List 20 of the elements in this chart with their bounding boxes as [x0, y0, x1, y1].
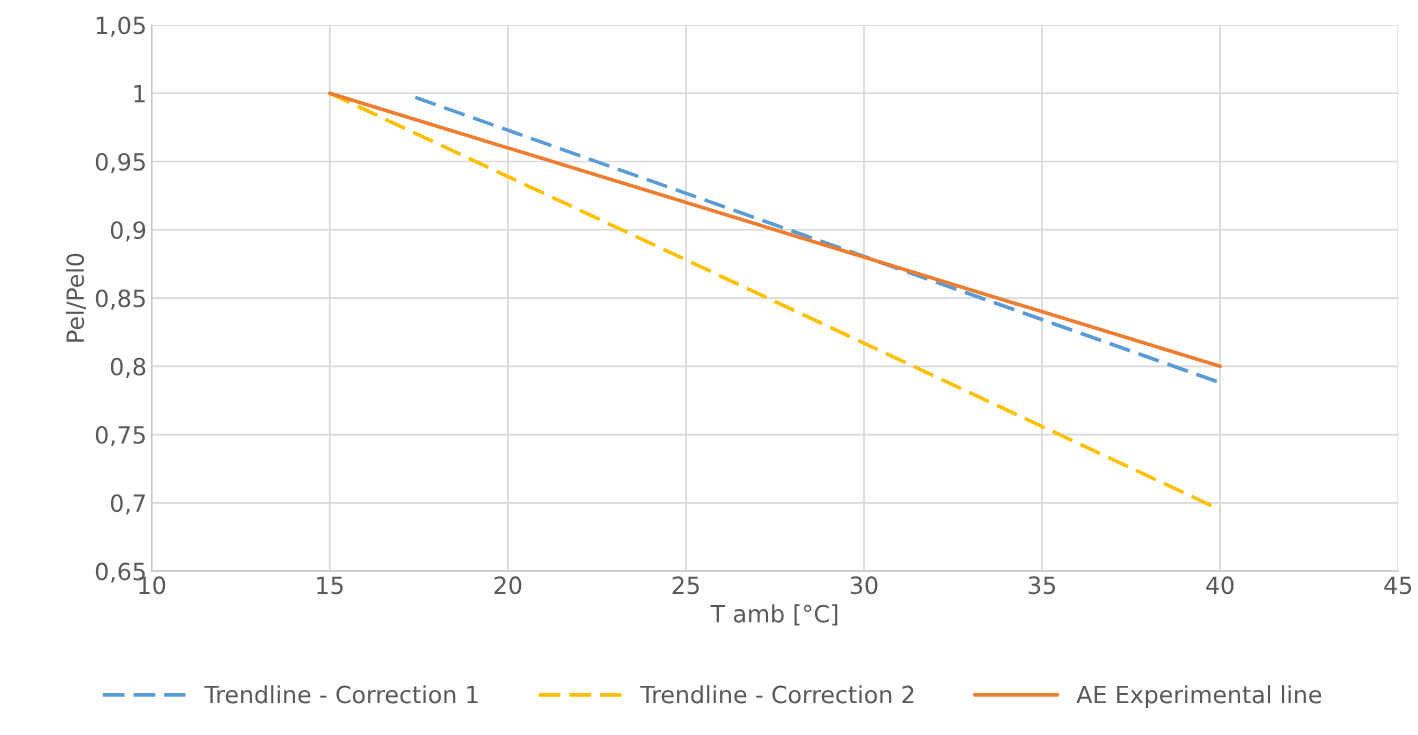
y-tick-label: 0,7 — [110, 494, 145, 515]
x-tick-label: 35 — [1028, 576, 1055, 595]
y-tick-label: 0,75 — [95, 426, 145, 447]
y-tick-label: 0,8 — [110, 357, 146, 379]
y-tick-label: 0,95 — [95, 152, 145, 174]
x-tick-label: 20 — [494, 576, 522, 595]
x-tick-label: 40 — [1206, 576, 1234, 595]
legend-label: Trendline - Correction 2 — [640, 685, 914, 704]
x-tick-label: 30 — [850, 576, 878, 595]
x-tick-label: 15 — [317, 576, 343, 595]
y-tick-label: 1,05 — [96, 16, 145, 37]
y-tick-label: 0,9 — [110, 221, 146, 242]
y-tick-label: 1 — [134, 85, 145, 103]
x-axis-title: T amb [°C] — [710, 604, 838, 626]
x-tick-label: 25 — [672, 576, 699, 595]
y-tick-label: 0,85 — [95, 289, 145, 310]
legend-label: Trendline - Correction 1 — [204, 685, 478, 704]
y-axis-title: Pel/Pel0 — [65, 253, 87, 342]
legend-label: AE Experimental line — [1076, 685, 1322, 709]
x-tick-label: 45 — [1384, 576, 1412, 595]
